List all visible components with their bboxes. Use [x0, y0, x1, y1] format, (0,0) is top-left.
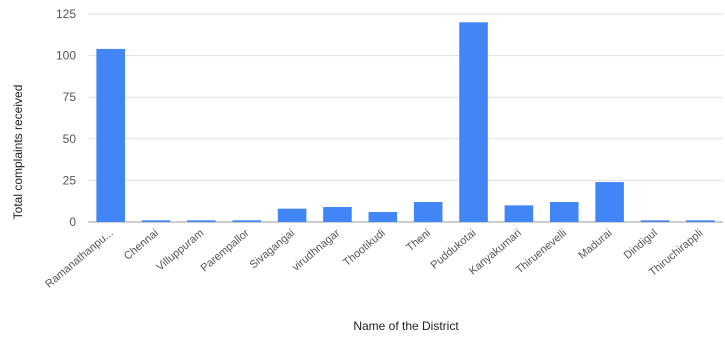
bar [504, 205, 534, 222]
bar [459, 22, 488, 222]
bar [141, 220, 171, 222]
bar [187, 220, 216, 222]
x-tick-label: Madurai [576, 227, 614, 262]
bar [640, 220, 670, 222]
x-axis-ticks: Ramanathanpu... ChennaiVilluppuramParempa… [43, 227, 705, 291]
y-tick-label: 75 [63, 90, 77, 104]
x-axis-title: Name of the District [353, 319, 459, 333]
bar [232, 220, 262, 222]
y-tick-label: 100 [56, 49, 76, 63]
bar [413, 202, 443, 222]
x-tick-label: Chennai [122, 227, 161, 263]
y-tick-label: 0 [69, 215, 76, 229]
bar [96, 48, 125, 222]
x-tick-label: Theni [404, 227, 433, 254]
bar [368, 212, 398, 222]
x-tick-label: Thootikudi [341, 227, 388, 269]
y-tick-label: 50 [63, 132, 77, 146]
x-tick-label: Ramanathanpu... [43, 227, 115, 290]
y-tick-label: 125 [56, 7, 76, 21]
bars [96, 22, 715, 222]
y-tick-label: 25 [63, 173, 77, 187]
bar [595, 182, 624, 222]
bar [323, 207, 352, 222]
bar [277, 208, 307, 222]
x-tick-label: Parempallor [199, 227, 252, 275]
gridlines [88, 13, 723, 223]
x-tick-label: virudhnagar [290, 227, 342, 274]
y-axis-ticks: 0 25 50 75 100 125 [56, 7, 76, 229]
y-axis-title: Total complaints received [11, 85, 25, 220]
bar [686, 220, 715, 222]
x-tick-label: Dindigul [622, 227, 660, 262]
bar [549, 202, 579, 222]
